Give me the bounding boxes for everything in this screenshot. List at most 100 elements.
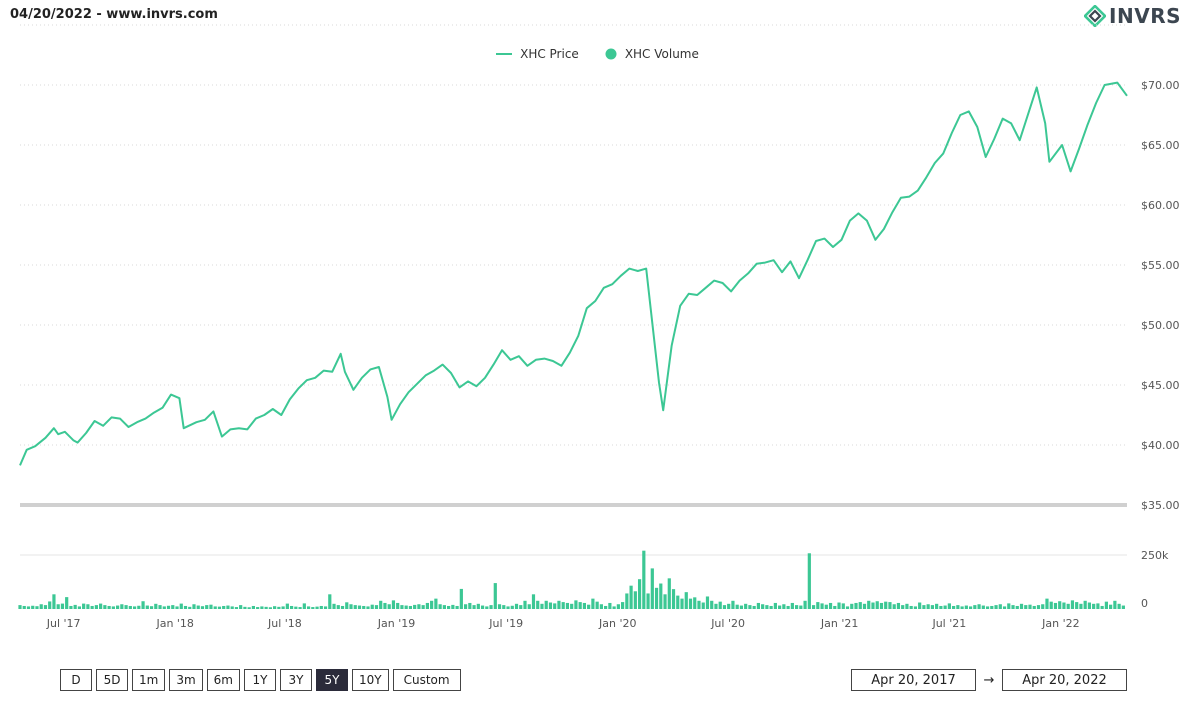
volume-bar <box>514 603 519 609</box>
volume-bar <box>370 604 374 609</box>
volume-bar <box>637 579 642 609</box>
range-button-d[interactable]: D <box>60 669 92 691</box>
volume-bar <box>714 603 718 609</box>
volume-bar <box>896 602 901 609</box>
price-tick-label: $50.00 <box>1141 319 1180 332</box>
volume-bar <box>230 606 234 609</box>
volume-bar <box>684 592 688 609</box>
volume-bar <box>595 601 599 609</box>
range-button-5y[interactable]: 5Y <box>315 669 348 691</box>
x-tick-label: Jul '18 <box>267 617 302 630</box>
header-date-site: 04/20/2022 - www.invrs.com <box>10 7 218 22</box>
volume-bar <box>879 602 884 609</box>
volume-bar <box>633 591 637 609</box>
volume-bar <box>705 596 710 609</box>
volume-bar <box>209 604 213 609</box>
volume-bar <box>523 600 527 609</box>
end-date-input[interactable]: Apr 20, 2022 <box>1002 669 1127 691</box>
volume-bar <box>663 594 667 609</box>
volume-bar <box>1019 603 1024 609</box>
volume-bar <box>701 602 705 609</box>
legend-item-price[interactable]: XHC Price <box>496 47 579 61</box>
volume-bar <box>794 605 799 609</box>
volume-bar <box>145 605 149 609</box>
volume-bar <box>671 589 676 609</box>
range-button-3m[interactable]: 3m <box>169 669 203 691</box>
x-tick-label: Jul '21 <box>931 617 966 630</box>
volume-bar <box>158 605 162 609</box>
volume-bar <box>192 604 196 609</box>
volume-bar <box>434 598 438 609</box>
range-button-1m[interactable]: 1m <box>132 669 166 691</box>
range-button-6m[interactable]: 6m <box>206 669 240 691</box>
volume-bars <box>18 550 1125 609</box>
volume-bar <box>799 605 803 609</box>
volume-bar <box>654 587 659 609</box>
volume-bar <box>1011 605 1015 609</box>
volume-bar <box>493 583 497 609</box>
legend-item-volume[interactable]: XHC Volume <box>605 47 699 61</box>
volume-bar <box>977 604 981 609</box>
range-button-3y[interactable]: 3Y <box>279 669 312 691</box>
volume-bar <box>536 600 540 609</box>
range-button-5d[interactable]: 5D <box>96 669 128 691</box>
volume-bar <box>60 603 65 609</box>
range-button-1y[interactable]: 1Y <box>243 669 276 691</box>
volume-bar <box>680 598 684 609</box>
volume-bar <box>366 606 370 609</box>
range-button-custom[interactable]: Custom <box>392 669 461 691</box>
legend-label-price: XHC Price <box>520 47 579 61</box>
volume-bar <box>540 603 544 609</box>
volume-bar <box>557 600 561 609</box>
volume-bar <box>841 603 845 609</box>
volume-bar <box>1109 604 1113 609</box>
volume-bar <box>769 605 773 609</box>
x-tick-label: Jan '20 <box>598 617 636 630</box>
volume-bar <box>362 605 366 609</box>
legend-label-volume: XHC Volume <box>624 47 699 61</box>
volume-bar <box>463 604 468 609</box>
volume-bar <box>1104 601 1108 609</box>
volume-bar <box>854 602 858 609</box>
volume-bar <box>442 605 446 609</box>
volume-bar <box>913 606 918 609</box>
volume-bar <box>311 607 315 609</box>
volume-bar <box>828 602 833 609</box>
invrs-logo[interactable]: INVRS <box>1084 4 1181 28</box>
volume-bar <box>43 605 48 609</box>
volume-bar <box>510 605 514 609</box>
volume-bar <box>200 606 205 609</box>
volume-bar <box>688 598 693 609</box>
volume-bar <box>77 606 82 609</box>
volume-bar <box>875 601 879 609</box>
range-button-10y[interactable]: 10Y <box>351 669 389 691</box>
volume-bar <box>226 605 230 609</box>
volume-bar <box>1024 605 1028 609</box>
volume-bar <box>472 605 476 609</box>
volume-bar <box>357 605 362 609</box>
volume-bar <box>820 603 824 609</box>
volume-bar <box>833 605 837 609</box>
volume-bar <box>1032 605 1036 609</box>
volume-bar <box>565 602 570 609</box>
volume-bar <box>1002 606 1007 609</box>
volume-bar <box>124 605 128 609</box>
volume-bar <box>735 604 739 609</box>
volume-bar <box>175 606 179 609</box>
volume-bar <box>918 602 922 609</box>
volume-bar <box>625 593 629 609</box>
volume-bar <box>693 597 697 609</box>
volume-bar <box>281 606 285 609</box>
volume-bar <box>99 603 103 609</box>
volume-bar <box>1007 603 1011 609</box>
volume-bar <box>116 605 120 609</box>
start-date-input[interactable]: Apr 20, 2017 <box>851 669 976 691</box>
volume-bar <box>353 605 357 609</box>
arrow-icon: → <box>983 672 995 688</box>
volume-bar <box>107 605 111 609</box>
chart-legend: XHC Price XHC Volume <box>0 47 1195 61</box>
volume-bar <box>960 606 964 609</box>
volume-bar <box>786 605 790 609</box>
volume-bar <box>587 604 591 609</box>
